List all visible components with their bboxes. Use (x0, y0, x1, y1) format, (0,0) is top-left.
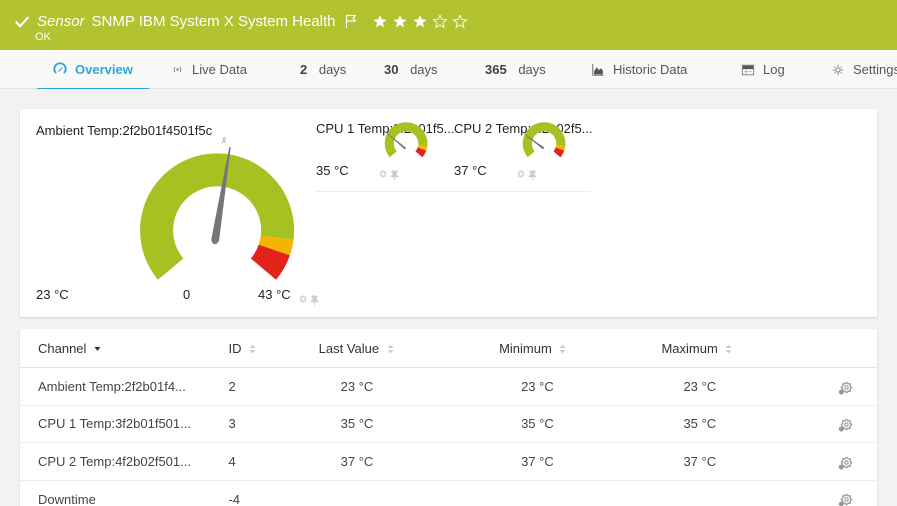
svg-text:x̄: x̄ (221, 135, 227, 145)
